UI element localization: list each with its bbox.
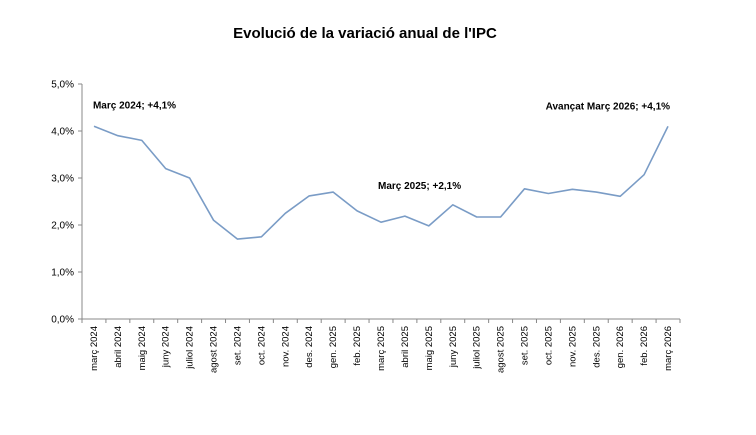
x-tick-label: set. 2024 xyxy=(232,326,243,365)
annotation-label: Març 2025; +2,1% xyxy=(378,181,461,192)
x-tick-label: agost 2025 xyxy=(496,326,507,373)
x-tick-label: abril 2024 xyxy=(113,326,124,368)
x-tick-label: juliol 2024 xyxy=(185,326,196,370)
x-tick-label: set. 2025 xyxy=(520,326,531,365)
x-tick-label: març 2025 xyxy=(376,326,387,371)
x-tick-label: gen. 2026 xyxy=(615,326,626,368)
x-tick-label: abril 2025 xyxy=(400,326,411,368)
series-group xyxy=(93,125,669,240)
y-tick-label: 1,0% xyxy=(51,268,74,279)
y-tick-label: 4,0% xyxy=(51,127,74,138)
x-tick-label: març 2024 xyxy=(89,326,100,371)
x-tick-label: maig 2024 xyxy=(137,326,148,370)
x-tick-label: agost 2024 xyxy=(209,326,220,373)
y-axis-ticks: 0,0% 1,0% 2,0% 3,0% 4,0% 5,0% xyxy=(51,80,82,326)
x-tick-label: juny 2024 xyxy=(161,326,172,368)
y-tick-label: 0,0% xyxy=(51,315,74,326)
annotation-label: Març 2024; +4,1% xyxy=(93,100,176,111)
chart-title: Evolució de la variació anual de l'IPC xyxy=(233,25,497,42)
x-tick-label: març 2026 xyxy=(663,326,674,371)
series-line xyxy=(93,125,669,240)
x-tick-label: feb. 2025 xyxy=(352,326,363,366)
x-tick-label: des. 2024 xyxy=(304,326,315,368)
x-tick-label: juliol 2025 xyxy=(472,326,483,370)
x-axis-ticks: març 2024 abril 2024 maig 2024 juny 2024 jul… xyxy=(81,319,681,373)
x-tick-label: juny 2025 xyxy=(448,326,459,368)
axes xyxy=(81,84,680,320)
annotation-label: Avançat Març 2026; +4,1% xyxy=(546,101,671,112)
annotations: Març 2024; +4,1% Març 2025; +2,1% Avançat … xyxy=(93,100,670,192)
x-tick-label: nov. 2025 xyxy=(567,326,578,367)
x-tick-label: feb. 2026 xyxy=(639,326,650,366)
x-tick-label: des. 2025 xyxy=(591,326,602,368)
x-tick-label: oct. 2025 xyxy=(543,326,554,365)
x-tick-label: maig 2025 xyxy=(424,326,435,370)
x-tick-label: nov. 2024 xyxy=(280,326,291,367)
y-tick-label: 3,0% xyxy=(51,174,74,185)
y-tick-label: 5,0% xyxy=(51,80,74,91)
y-tick-label: 2,0% xyxy=(51,221,74,232)
x-tick-label: gen. 2025 xyxy=(328,326,339,368)
x-tick-label: oct. 2024 xyxy=(256,326,267,365)
